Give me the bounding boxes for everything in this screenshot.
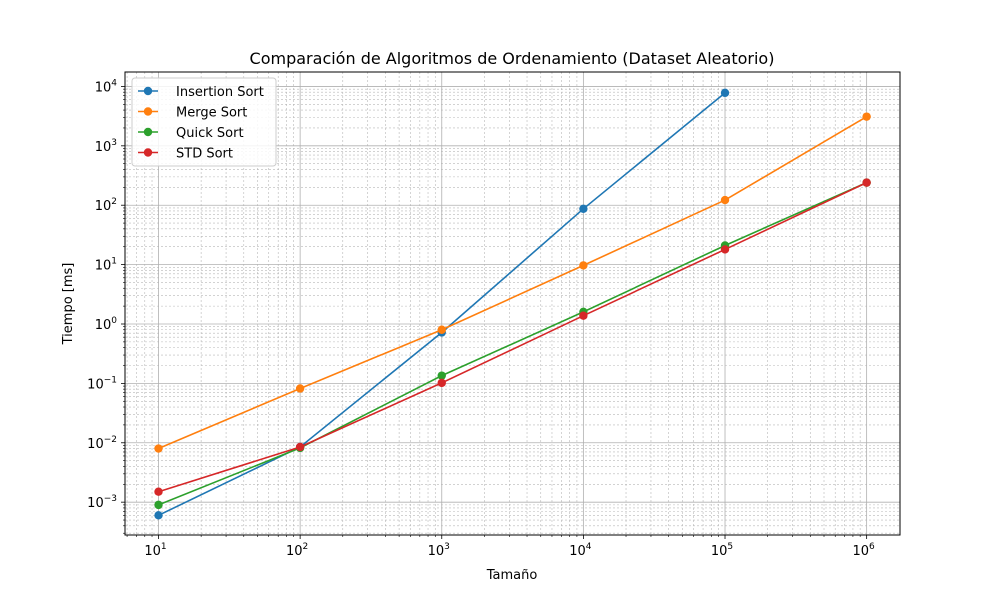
y-tick-label: 10−3 xyxy=(87,494,117,511)
data-point xyxy=(154,487,163,496)
legend-label: Quick Sort xyxy=(176,126,244,141)
series-line xyxy=(158,181,867,506)
legend-marker xyxy=(143,86,153,96)
plot-frame xyxy=(124,71,901,536)
y-tick-label: 101 xyxy=(95,257,117,274)
legend-label: STD Sort xyxy=(176,147,233,162)
legend-box xyxy=(131,77,277,167)
x-tick-label: 106 xyxy=(853,542,876,559)
y-axis-label: Tiempo [ms] xyxy=(61,263,76,346)
ticks: 101 102 103 104 105 106 10−3 10−2 10−1 100 101 102 1… xyxy=(87,78,875,559)
legend-marker xyxy=(143,107,153,116)
x-tick-label: 103 xyxy=(428,542,450,559)
data-point xyxy=(295,442,305,452)
data-point xyxy=(295,384,305,393)
chart-title: Comparación de Algoritmos de Ordenamient… xyxy=(250,49,775,68)
data-point xyxy=(437,378,446,388)
data-point xyxy=(862,112,871,121)
y-tick-label: 102 xyxy=(95,197,117,214)
y-tick-label: 10−2 xyxy=(87,435,117,452)
series-group xyxy=(154,88,871,520)
legend-label: Merge Sort xyxy=(176,106,247,121)
legend-marker xyxy=(143,127,153,137)
data-point xyxy=(720,245,730,254)
legend-marker xyxy=(143,148,153,157)
x-axis-label: Tamaño xyxy=(486,568,538,583)
y-tick-label: 100 xyxy=(95,316,118,333)
data-point xyxy=(154,511,163,520)
data-point xyxy=(720,88,730,98)
legend: Insertion Sort Merge Sort Quick Sort STD So… xyxy=(131,77,277,167)
y-tick-label: 10−1 xyxy=(87,375,117,392)
series-line xyxy=(158,115,868,450)
data-point xyxy=(154,500,163,510)
x-tick-label: 105 xyxy=(711,542,733,559)
data-point xyxy=(437,371,446,380)
data-point xyxy=(154,444,163,453)
series-line xyxy=(158,181,867,493)
data-point xyxy=(579,261,588,270)
data-point xyxy=(437,325,446,334)
data-point xyxy=(579,311,588,320)
x-tick-label: 104 xyxy=(569,542,592,559)
data-point xyxy=(579,204,588,214)
y-tick-label: 103 xyxy=(95,138,117,155)
data-point xyxy=(720,195,730,205)
y-tick-label: 104 xyxy=(95,78,118,95)
x-tick-label: 101 xyxy=(144,542,166,559)
x-tick-label: 102 xyxy=(286,542,308,559)
legend-label: Insertion Sort xyxy=(176,85,264,100)
data-point xyxy=(862,178,871,187)
